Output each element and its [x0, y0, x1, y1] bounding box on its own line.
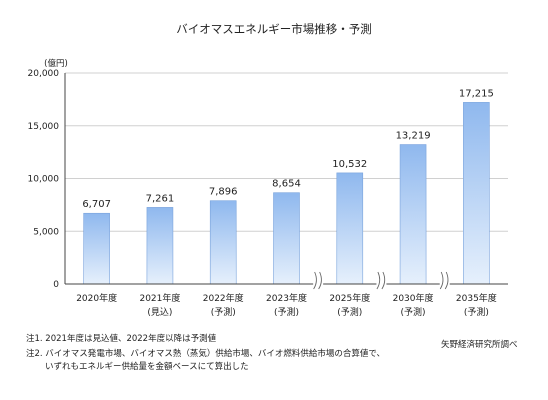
- bar: [399, 144, 427, 285]
- bar-value-label: 10,532: [332, 159, 367, 170]
- axis-break-mask: [313, 270, 324, 290]
- y-tick-label: 15,000: [28, 122, 60, 132]
- x-tick-label: (予測): [401, 306, 426, 318]
- x-tick-label: 2020年度: [76, 292, 117, 304]
- bar: [463, 102, 490, 285]
- y-axis-unit: (億円): [44, 58, 68, 69]
- x-tick-label: 2021年度: [139, 292, 180, 304]
- axis-breaks: [313, 270, 450, 290]
- bar-value-label: 7,896: [209, 187, 238, 198]
- bar-value-label: 6,707: [82, 199, 111, 210]
- bars: [83, 102, 490, 285]
- axis-break-mark: [318, 271, 322, 290]
- value-labels: 6,707 7,261 7,896 8,654 10,532 13,219 17,215: [82, 88, 494, 210]
- axis-break-mark: [381, 271, 386, 290]
- x-tick-label: 2022年度: [203, 292, 244, 304]
- footnote-2: 注2. バイオマス発電市場、バイオマス熱（蒸気）供給市場、バイオ燃料供給市場の合…: [26, 349, 385, 359]
- bar-value-label: 7,261: [146, 193, 175, 204]
- source-credit: 矢野経済研究所調べ: [441, 340, 518, 350]
- bar: [209, 200, 237, 285]
- bar-value-label: 13,219: [396, 131, 431, 142]
- x-tick-label: (予測): [464, 306, 489, 318]
- bar-value-label: 17,215: [459, 88, 494, 99]
- x-axis-ticks: 2020年度 2021年度 (見込) 2022年度 (予測) 2023年度 (予測) 2025…: [76, 292, 497, 318]
- y-tick-label: 0: [53, 280, 59, 290]
- bar: [336, 172, 364, 285]
- x-tick-label: (予測): [274, 306, 299, 318]
- x-tick-label: 2025年度: [329, 292, 370, 304]
- x-tick-label: (予測): [337, 306, 362, 318]
- bar: [83, 212, 110, 285]
- footnote-1: 注1. 2021年度は見込値、2022年度以降は予測値: [26, 334, 217, 344]
- axis-break-mark: [376, 271, 381, 290]
- axis-break-mask: [376, 270, 387, 290]
- bar: [273, 192, 300, 285]
- bar: [146, 207, 174, 285]
- x-tick-label: 2023年度: [266, 292, 307, 304]
- y-tick-label: 10,000: [28, 175, 60, 185]
- x-tick-label: 2030年度: [393, 292, 434, 304]
- axis-break-mask: [439, 270, 450, 290]
- y-axis-ticks: 0 5,000 10,000 15,000 20,000: [28, 69, 60, 290]
- footnote-3: いずれもエネルギー供給量を金額ベースにて算出した: [45, 362, 249, 372]
- axis-break-mark: [444, 271, 449, 290]
- x-tick-label: (予測): [211, 306, 236, 318]
- x-tick-label: 2035年度: [456, 292, 497, 304]
- axis-break-mark: [439, 271, 444, 290]
- y-tick-label: 5,000: [33, 227, 59, 237]
- axis-break-mark: [313, 271, 317, 290]
- x-tick-label: (見込): [147, 307, 172, 318]
- bar-value-label: 8,654: [272, 179, 301, 190]
- axes: [64, 73, 508, 285]
- chart-title: バイオマスエネルギー市場推移・予測: [176, 22, 372, 36]
- y-tick-label: 20,000: [28, 69, 60, 79]
